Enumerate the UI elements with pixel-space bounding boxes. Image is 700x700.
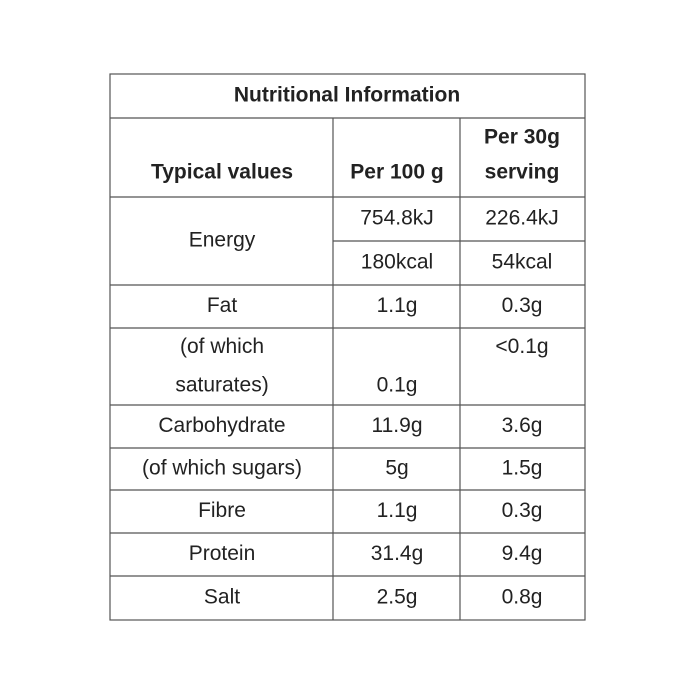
per-100g-value: 0.1g (377, 373, 418, 396)
table-title: Nutritional Information (234, 84, 460, 107)
per-100g-value: 31.4g (371, 542, 424, 565)
row-label: saturates) (175, 373, 268, 396)
per-100g-value: 180kcal (361, 251, 433, 274)
row-label: Fat (207, 294, 238, 317)
per-serving-value: 1.5g (502, 457, 543, 480)
row-label: (of which (180, 335, 264, 358)
column-header: Per 100 g (350, 161, 443, 184)
per-serving-value: 9.4g (502, 542, 543, 565)
row-label: Energy (189, 229, 256, 252)
per-serving-value: 0.8g (502, 586, 543, 609)
per-100g-value: 11.9g (372, 414, 423, 437)
per-100g-value: 2.5g (377, 586, 418, 609)
row-label: (of which sugars) (142, 457, 302, 480)
row-label: Salt (204, 586, 240, 609)
per-100g-value: 1.1g (377, 294, 418, 317)
per-serving-value: 54kcal (492, 251, 553, 274)
per-serving-value: 0.3g (502, 294, 543, 317)
per-serving-value: 3.6g (502, 414, 543, 437)
per-serving-value: 0.3g (502, 499, 543, 522)
column-header: Per 30g (484, 126, 560, 149)
table-border (109, 73, 586, 621)
row-label: Protein (189, 542, 256, 565)
per-100g-value: 1.1g (377, 499, 418, 522)
per-100g-value: 5g (385, 457, 408, 480)
per-serving-value: <0.1g (495, 335, 548, 358)
column-header: Typical values (151, 161, 293, 184)
per-100g-value: 754.8kJ (360, 207, 434, 230)
column-header: serving (485, 161, 560, 184)
per-serving-value: 226.4kJ (485, 207, 559, 230)
row-label: Carbohydrate (158, 414, 285, 437)
row-label: Fibre (198, 499, 246, 522)
